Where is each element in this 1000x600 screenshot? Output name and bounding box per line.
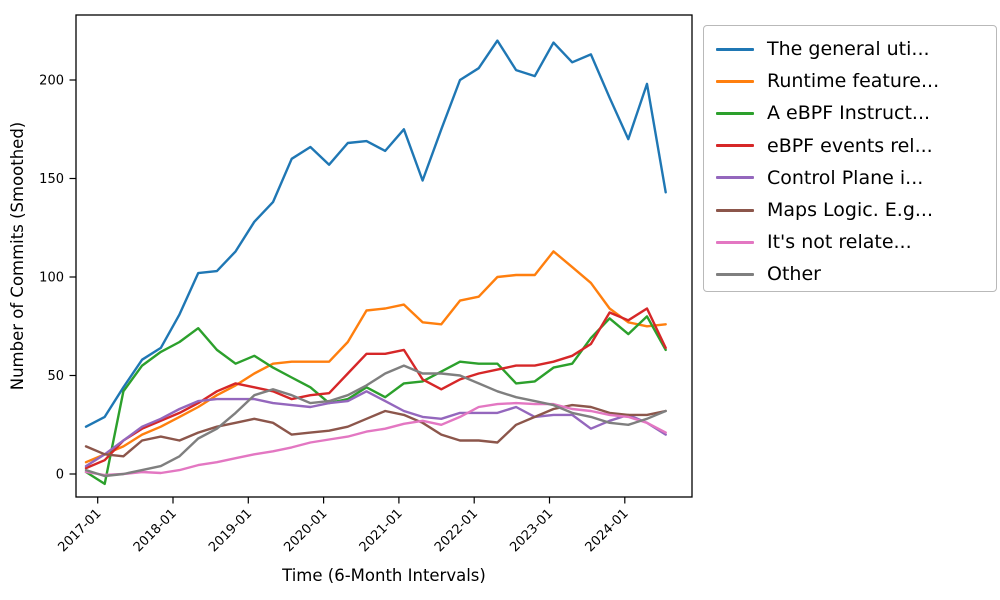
y-tick-label: 0 [56,468,64,483]
x-tick-label: 2017-01 [56,506,105,555]
legend-label: Other [767,263,821,286]
series-line-a-ebpf-instruct [84,315,667,486]
legend-item-5: Maps Logic. E.g... [716,194,996,226]
y-tick-label: 150 [39,172,64,187]
legend-item-3: eBPF events rel... [716,130,996,162]
series-line-it-s-not-relate [84,401,667,477]
legend-item-2: A eBPF Instruct... [716,97,996,129]
legend-label: Runtime feature... [767,70,940,93]
legend-label: The general uti... [767,38,930,61]
legend-line-sample [716,208,754,212]
legend-line-sample [716,176,754,180]
series-line-maps-logic-e-g [84,403,667,458]
series-line-control-plane-i [84,390,667,468]
x-axis-title: Time (6-Month Intervals) [281,566,486,585]
series-line-other [84,364,667,478]
legend-item-1: Runtime feature... [716,65,996,97]
legend-line-sample [716,47,754,51]
series-line-the-general-uti [84,39,667,428]
legend-item-6: It's not relate... [716,226,996,258]
series-line-runtime-feature [84,250,667,464]
x-tick-label: 2022-01 [432,506,481,555]
y-tick-label: 100 [39,271,64,286]
x-tick-label: 2020-01 [281,506,330,555]
legend-line-sample [716,79,754,83]
legend-label: Control Plane i... [767,166,924,189]
legend-item-0: The general uti... [716,33,996,65]
plot-area-border [75,14,693,498]
legend-label: eBPF events rel... [767,134,933,157]
legend-label: Maps Logic. E.g... [767,199,933,222]
legend-line-sample [716,240,754,244]
x-tick-label: 2018-01 [131,506,180,555]
legend-label: A eBPF Instruct... [767,102,931,125]
x-tick-label: 2019-01 [206,506,255,555]
x-axis-ticks: 2017-01 2018-01 2019-01 2020-01 2021-01 2022-… [56,497,632,555]
legend-item-7: Other [716,258,996,290]
x-tick-label: 2024-01 [583,506,632,555]
x-tick-label: 2023-01 [507,506,556,555]
legend-label: It's not relate... [767,231,912,254]
legend-box: The general uti... Runtime feature... A eB… [703,25,997,292]
y-axis-title: Number of Commits (Smoothed) [8,122,27,391]
x-tick-label: 2021-01 [357,506,406,555]
y-tick-label: 200 [39,74,64,89]
legend-line-sample [716,144,754,148]
y-axis-ticks: 0 50 100 150 200 [39,74,76,483]
series-line-ebpf-events-rel [84,307,667,470]
legend-line-sample [716,111,754,115]
series-lines [84,39,667,486]
legend-item-4: Control Plane i... [716,162,996,194]
y-tick-label: 50 [47,369,64,384]
legend-line-sample [716,272,754,276]
